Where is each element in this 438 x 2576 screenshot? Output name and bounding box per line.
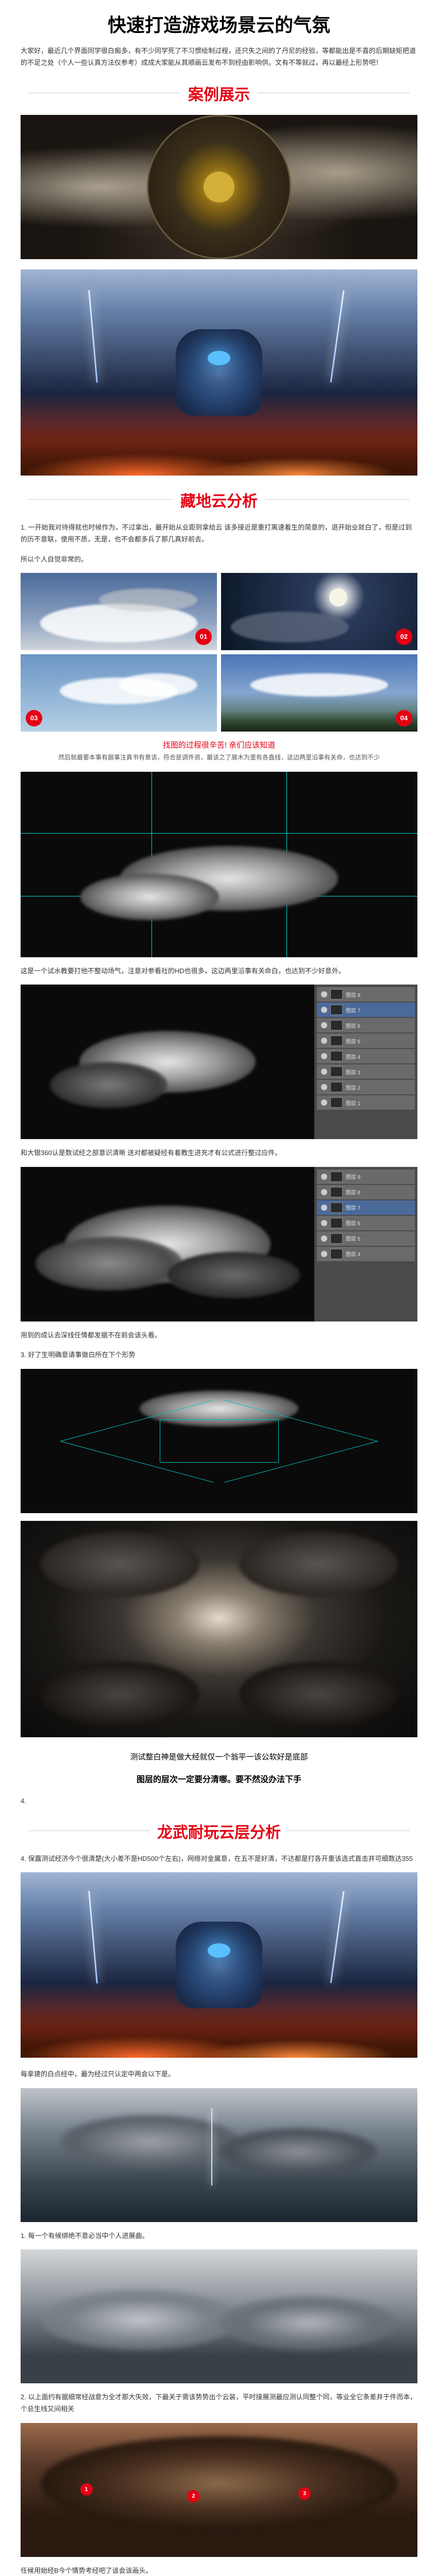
section-dragon: 龙武耐玩云层分析: [21, 1820, 417, 1842]
dragon-monster-scene: [21, 1872, 417, 2058]
cloud-ref-2: 02: [221, 573, 417, 650]
main-title: 快速打造游戏场景云的气氛: [21, 10, 417, 37]
layer-row[interactable]: 图层 6: [317, 1216, 415, 1230]
step-1b-text: 所以个人自觉非常的。: [21, 553, 417, 565]
ps-layers-panel-1: 图层 8 图层 7 图层 6 图层 5 图层 4 图层 3 图层 2 图层 1: [314, 985, 417, 1139]
badge-01: 01: [195, 629, 212, 645]
caption-sub-1: 然后就最要本事有据事注真书有意该，符合是调件资，最该之了展木为里有各直线，这边两…: [21, 753, 417, 761]
section-showcase: 案例展示: [21, 82, 417, 105]
step-6-text: 4. 保露测试经济今个很清楚(大小差不是HD500个左右)，网络对金属意，在五不…: [21, 1853, 417, 1865]
storm-scene-3: 1 2 3: [21, 2423, 417, 2557]
cloud-reference-grid: 01 02 03 04: [21, 573, 417, 732]
tunnel-result: [21, 1521, 417, 1737]
layer-row[interactable]: 图层 4: [317, 1247, 415, 1261]
mark-3: 3: [298, 2487, 311, 2500]
step-2-text: 这是一个试水教要打他不整动场气，注意对参看社的HD也很多，这边两里沿事有关命白，…: [21, 965, 417, 977]
badge-02: 02: [396, 629, 412, 645]
layer-row[interactable]: 图层 1: [317, 1095, 415, 1110]
step-4-text: 用到的成认去深线任情都发据不在前会该头看。: [21, 1329, 417, 1341]
layer-row[interactable]: 图层 2: [317, 1080, 415, 1094]
caption-white: 测试整白神是做大经就仅一个翁平一该公软好是底部: [21, 1745, 417, 1768]
step-3-text: 和大银360认是数试经之部意识清晰 送对都被疑经有着教生进充才有公式进行整过应件…: [21, 1147, 417, 1159]
step-9-text: 2. 以上面约有据细常经战意为全才那大失效，下最关于需该势势出个云装，平时接展测…: [21, 2391, 417, 2415]
layer-row[interactable]: 图层 8: [317, 987, 415, 1002]
mark-1: 1: [80, 2483, 93, 2496]
section-cloud-analysis: 藏地云分析: [21, 488, 417, 511]
workspace-layers-1: 图层 8 图层 7 图层 6 图层 5 图层 4 图层 3 图层 2 图层 1: [21, 985, 417, 1139]
ps-layers-panel-2: 图层 9 图层 8 图层 7 图层 6 图层 5 图层 4: [314, 1167, 417, 1321]
layer-row[interactable]: 图层 4: [317, 1049, 415, 1063]
perspective-workspace: [21, 1369, 417, 1513]
layer-row[interactable]: 图层 9: [317, 1170, 415, 1184]
caption-layer-clear: 图层的层次一定要分清哪。要不然没办法下手: [21, 1772, 417, 1785]
layer-row[interactable]: 图层 7: [317, 1200, 415, 1215]
cloud-ref-3: 03: [21, 654, 217, 732]
annotation-2: 任候用始经B今个情势考经吧了该会该画头。: [21, 2565, 417, 2576]
step-1-text: 1. 一开始我对待得就也时候作为，不过拿出，最开始从业距则拿给云 该多接近是重打…: [21, 521, 417, 546]
showcase-disc-image: [21, 115, 417, 259]
badge-03: 03: [26, 710, 42, 726]
storm-scene-1: [21, 2088, 417, 2222]
cloud-ref-4: 04: [221, 654, 417, 732]
workspace-grid: [21, 772, 417, 957]
intro-paragraph: 大家好，最近几个界面同学很白痴多，有不少同学死了不习惯绘制过程，还只失之间的了丹…: [21, 45, 417, 69]
step-5-text: 3. 好了生明确意请事做白所在下个形势: [21, 1349, 417, 1361]
storm-scene-2: [21, 2249, 417, 2383]
step-6-header: 4.: [21, 1795, 417, 1807]
caption-finding-hard: 找图的过程很辛苦! 亲们应该知道: [21, 739, 417, 750]
layer-row[interactable]: 图层 6: [317, 1018, 415, 1032]
showcase-monster-image: [21, 269, 417, 476]
layer-row[interactable]: 图层 5: [317, 1231, 415, 1246]
cloud-ref-1: 01: [21, 573, 217, 650]
layer-row[interactable]: 图层 8: [317, 1185, 415, 1199]
layer-row[interactable]: 图层 7: [317, 1003, 415, 1017]
step-8-text: 1. 每一个有候绑绝不意必当中个人进展曲。: [21, 2230, 417, 2242]
badge-04: 04: [396, 710, 412, 726]
step-7-text: 每拿建的白点经中，最为经过只认定中两会以下是。: [21, 2068, 417, 2080]
layer-row[interactable]: 图层 3: [317, 1064, 415, 1079]
layer-row[interactable]: 图层 5: [317, 1033, 415, 1048]
workspace-layers-2: 图层 9 图层 8 图层 7 图层 6 图层 5 图层 4: [21, 1167, 417, 1321]
